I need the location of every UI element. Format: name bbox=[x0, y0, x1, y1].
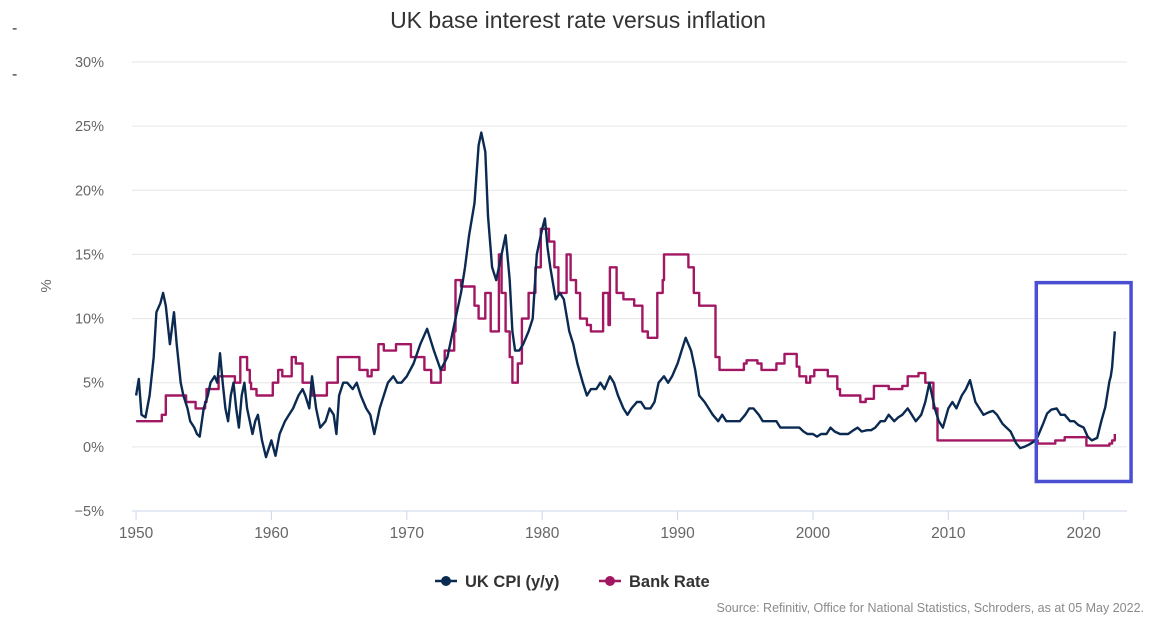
source-note: Source: Refinitiv, Office for National S… bbox=[716, 601, 1144, 615]
chart-title: UK base interest rate versus inflation bbox=[390, 7, 766, 33]
y-tick-label: 25% bbox=[75, 119, 104, 135]
x-tick-label: 1960 bbox=[254, 525, 289, 542]
legend-item-bank-rate-marker bbox=[605, 576, 615, 586]
side-mark: - bbox=[12, 20, 18, 37]
y-tick-label: 20% bbox=[75, 183, 104, 199]
y-tick-label: 0% bbox=[83, 440, 104, 456]
legend-item-cpi-marker bbox=[441, 576, 451, 586]
y-tick-label: 5% bbox=[83, 376, 104, 392]
y-tick-label: 10% bbox=[75, 312, 104, 328]
x-tick-label: 2020 bbox=[1066, 525, 1101, 542]
x-tick-label: 1980 bbox=[525, 525, 560, 542]
y-tick-label: 15% bbox=[75, 247, 104, 263]
x-tick-label: 1950 bbox=[119, 525, 154, 542]
y-tick-label: −5% bbox=[75, 504, 105, 520]
y-tick-label: 30% bbox=[75, 55, 104, 71]
y-axis-label: % bbox=[38, 279, 55, 292]
x-tick-label: 1990 bbox=[660, 525, 695, 542]
legend-item-bank-rate-label: Bank Rate bbox=[629, 573, 710, 591]
legend-item-cpi-label: UK CPI (y/y) bbox=[465, 573, 559, 591]
highlight-box bbox=[1034, 280, 1133, 484]
cpi-line bbox=[134, 131, 1116, 459]
x-tick-label: 2000 bbox=[796, 525, 831, 542]
side-mark: - bbox=[12, 66, 18, 83]
x-tick-label: 1970 bbox=[390, 525, 425, 542]
x-tick-label: 2010 bbox=[931, 525, 966, 542]
